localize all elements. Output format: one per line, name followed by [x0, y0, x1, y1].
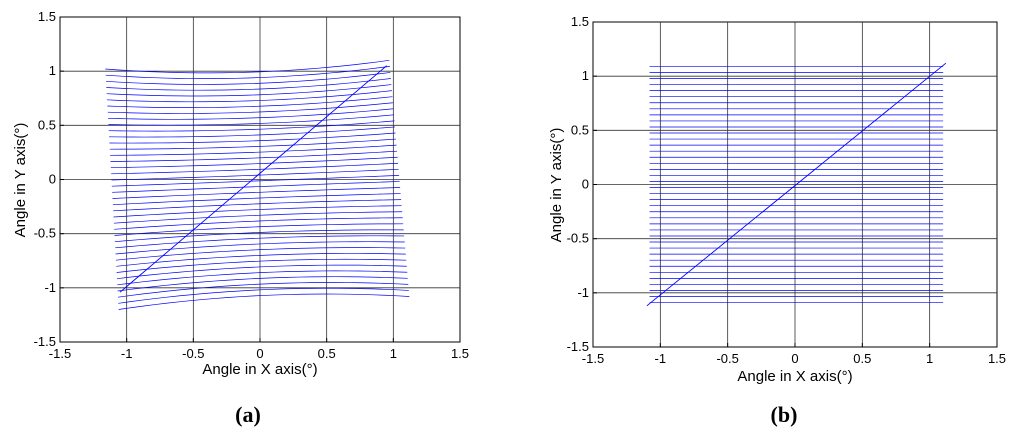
y-tick-label: -0.5: [567, 231, 589, 246]
scan-line: [110, 144, 397, 156]
scan-line: [115, 235, 405, 249]
x-tick-label: 0: [256, 346, 263, 361]
scan-line: [116, 264, 407, 280]
scan-line: [108, 120, 395, 132]
x-tick-label: 1.5: [451, 346, 469, 361]
x-axis-label-b: Angle in X axis(°): [737, 368, 852, 385]
y-tick-label: 1.5: [38, 9, 56, 24]
x-ticks-a: -1.5 -1 -0.5 0 0.5 1 1.5: [49, 346, 469, 361]
x-axis-label-a: Angle in X axis(°): [202, 361, 317, 378]
x-tick-label: 0.5: [853, 351, 871, 366]
x-tick-label: -0.5: [716, 351, 738, 366]
x-tick-label: 1: [390, 346, 397, 361]
scan-line: [118, 293, 410, 310]
y-tick-label: 1: [49, 63, 56, 78]
x-ticks-b: -1.5 -1 -0.5 0 0.5 1 1.5: [582, 351, 1006, 366]
y-axis-label-b: Angle in Y axis(°): [548, 128, 565, 243]
scan-line: [110, 156, 398, 169]
scan-line: [111, 162, 399, 175]
x-tick-label: -1.5: [49, 346, 71, 361]
scan-line: [111, 175, 400, 187]
scan-line: [110, 150, 398, 162]
scan-line: [105, 59, 390, 74]
scan-line: [112, 187, 401, 199]
y-tick-label: -0.5: [34, 226, 56, 241]
scan-line: [105, 66, 390, 79]
y-tick-label: -1.5: [34, 334, 56, 349]
panel-label-a: (a): [235, 402, 261, 427]
x-tick-label: -1.5: [582, 351, 604, 366]
scan-line: [114, 223, 404, 236]
scan-line: [112, 193, 401, 206]
scan-line: [106, 84, 392, 97]
chart-panel-a: -1.5 -1 -0.5 0 0.5 1 1.5 -1.5 -1 -0.5 0 0.5 1 1.5 An…: [12, 9, 469, 427]
y-ticks-a: -1.5 -1 -0.5 0 0.5 1 1.5: [34, 9, 56, 349]
diagonal-line: [646, 62, 947, 307]
scan-line: [111, 168, 399, 181]
y-tick-label: 0: [582, 177, 589, 192]
x-tick-label: 0: [791, 351, 798, 366]
scan-line: [109, 138, 397, 150]
scan-line: [112, 181, 400, 193]
scan-line: [109, 132, 396, 144]
x-tick-label: 1.5: [988, 351, 1006, 366]
y-tick-label: -1.5: [567, 339, 589, 354]
y-ticks-b: -1.5 -1 -0.5 0 0.5 1 1.5: [567, 14, 589, 354]
scan-line: [113, 205, 402, 218]
scan-line: [108, 108, 394, 120]
scan-line: [107, 90, 392, 103]
x-tick-label: 1: [926, 351, 933, 366]
scan-line: [114, 229, 404, 243]
x-tick-label: 0.5: [318, 346, 336, 361]
y-axis-label-a: Angle in Y axis(°): [12, 123, 29, 238]
scan-lines-a: [105, 59, 410, 310]
scan-line: [116, 253, 406, 267]
grid-b: [592, 21, 998, 348]
panel-label-b: (b): [771, 402, 798, 427]
scan-line: [113, 199, 402, 212]
y-tick-label: 0: [49, 172, 56, 187]
diagonal-line: [119, 65, 387, 293]
scan-line: [117, 276, 408, 292]
scan-line: [115, 247, 406, 261]
chart-panel-b: -1.5 -1 -0.5 0 0.5 1 1.5 -1.5 -1 -0.5 0 0.5 1 1.5 An…: [548, 14, 1006, 427]
scan-line: [114, 217, 403, 230]
scan-line: [107, 102, 393, 114]
y-tick-label: 0.5: [571, 122, 589, 137]
grid-a: [59, 16, 461, 343]
scan-lines-b: [646, 62, 947, 307]
scan-line: [116, 258, 407, 273]
y-tick-label: 1: [582, 68, 589, 83]
scan-line: [113, 211, 403, 224]
scan-line: [105, 72, 391, 85]
scan-line: [106, 78, 391, 91]
x-tick-label: -0.5: [182, 346, 204, 361]
y-tick-label: 0.5: [38, 117, 56, 132]
x-tick-label: -1: [655, 351, 667, 366]
y-tick-label: -1: [577, 285, 589, 300]
y-tick-label: -1: [44, 280, 56, 295]
scan-line: [115, 241, 405, 255]
y-tick-label: 1.5: [571, 14, 589, 29]
scan-line: [118, 287, 409, 304]
scan-line: [108, 114, 394, 126]
scan-line: [117, 282, 409, 298]
scan-line: [117, 270, 408, 286]
x-tick-label: -1: [121, 346, 133, 361]
scan-line: [109, 126, 395, 138]
